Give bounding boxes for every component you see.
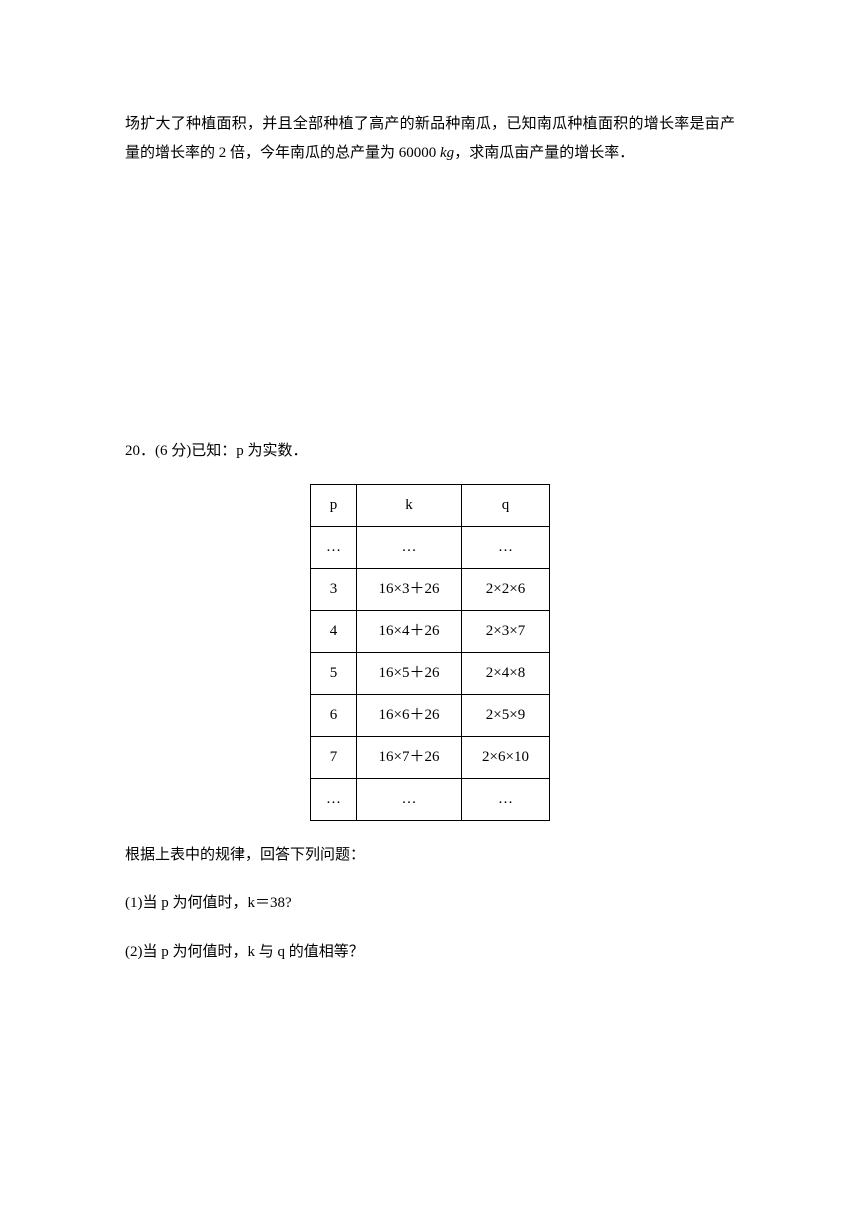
table-cell: 2×3×7 [462, 610, 550, 652]
table-cell: 3 [311, 568, 357, 610]
table-cell: 5 [311, 652, 357, 694]
intro-line1: 场扩大了种植面积，并且全部种植了高产的新品种南瓜，已知南瓜种植面积的增长率是亩产 [125, 116, 735, 132]
kg-unit: kg [440, 145, 454, 161]
q20-sub1: (1)当 p 为何值时，k＝38? [125, 889, 735, 918]
table-cell: 7 [311, 736, 357, 778]
table-cell: 2×2×6 [462, 568, 550, 610]
table-cell: … [462, 526, 550, 568]
table-header-cell: k [357, 484, 462, 526]
table-header-row: p k q [311, 484, 550, 526]
table-cell: … [311, 526, 357, 568]
q20-below: 根据上表中的规律，回答下列问题： [125, 841, 735, 870]
intro-paragraph: 场扩大了种植面积，并且全部种植了高产的新品种南瓜，已知南瓜种植面积的增长率是亩产… [125, 110, 735, 167]
table-row: … … … [311, 526, 550, 568]
data-table: p k q … … … 3 16×3＋26 2×2×6 4 16×4＋26 2×… [310, 484, 550, 821]
table-cell: 16×6＋26 [357, 694, 462, 736]
table-cell: 4 [311, 610, 357, 652]
table-cell: … [357, 526, 462, 568]
table-cell: … [462, 778, 550, 820]
table-header-cell: p [311, 484, 357, 526]
q20-header: 20．(6 分)已知：p 为实数． [125, 437, 735, 466]
table-header-cell: q [462, 484, 550, 526]
table-cell: 16×7＋26 [357, 736, 462, 778]
table-row: 5 16×5＋26 2×4×8 [311, 652, 550, 694]
table-cell: 16×3＋26 [357, 568, 462, 610]
table-row: 4 16×4＋26 2×3×7 [311, 610, 550, 652]
table-row: 3 16×3＋26 2×2×6 [311, 568, 550, 610]
q20-sub2: (2)当 p 为何值时，k 与 q 的值相等？ [125, 938, 735, 967]
table-cell: 2×5×9 [462, 694, 550, 736]
intro-line2-p2: ，求南瓜亩产量的增长率． [454, 145, 634, 161]
intro-line2-p1: 量的增长率的 2 倍，今年南瓜的总产量为 60000 [125, 145, 440, 161]
spacer [125, 177, 735, 437]
table-cell: 6 [311, 694, 357, 736]
table-cell: … [311, 778, 357, 820]
table-cell: … [357, 778, 462, 820]
table-row: 6 16×6＋26 2×5×9 [311, 694, 550, 736]
table-row: 7 16×7＋26 2×6×10 [311, 736, 550, 778]
table-cell: 16×4＋26 [357, 610, 462, 652]
table-cell: 2×6×10 [462, 736, 550, 778]
table-row: … … … [311, 778, 550, 820]
table-cell: 2×4×8 [462, 652, 550, 694]
table-cell: 16×5＋26 [357, 652, 462, 694]
